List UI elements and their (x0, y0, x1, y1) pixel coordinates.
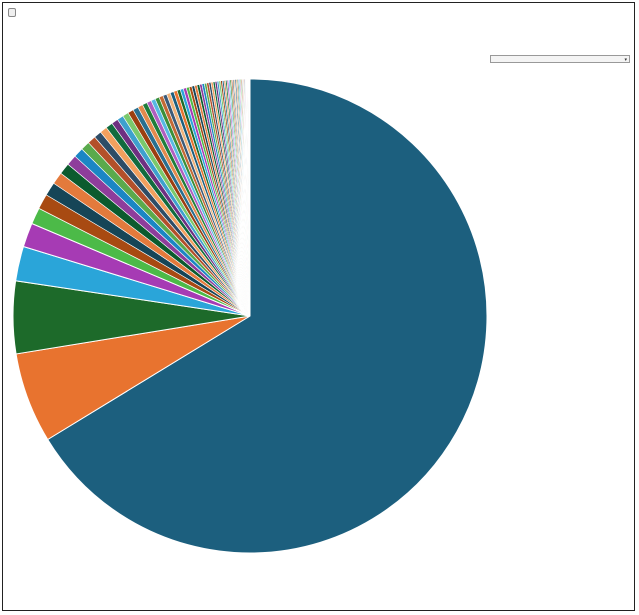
legend-select[interactable]: ▾ (490, 55, 630, 63)
chevron-down-icon: ▾ (624, 57, 627, 63)
legend-list (492, 64, 634, 579)
pie-slice[interactable] (47, 78, 488, 554)
back-button[interactable] (8, 8, 16, 17)
